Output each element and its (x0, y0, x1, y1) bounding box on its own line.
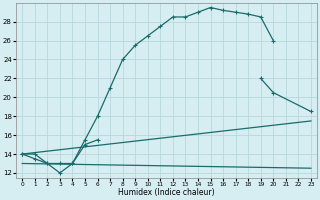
X-axis label: Humidex (Indice chaleur): Humidex (Indice chaleur) (118, 188, 215, 197)
